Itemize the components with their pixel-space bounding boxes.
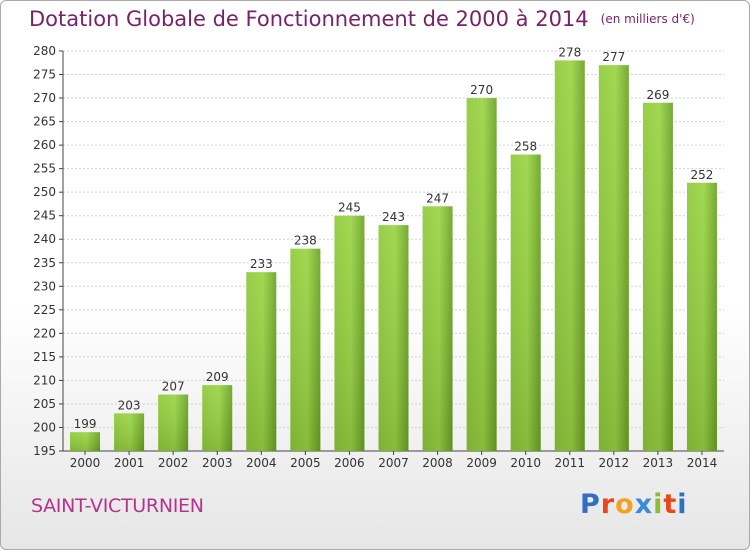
y-tick-label: 220 xyxy=(33,326,56,340)
x-tick-label-2004: 2004 xyxy=(246,456,277,470)
x-tick-label-2009: 2009 xyxy=(466,456,497,470)
y-tick-label: 275 xyxy=(33,68,56,82)
y-tick-label: 260 xyxy=(33,138,56,152)
x-tick-label-2008: 2008 xyxy=(422,456,453,470)
city-name: SAINT-VICTURNIEN xyxy=(31,495,204,517)
value-label-2008: 247 xyxy=(426,191,449,205)
y-tick-label: 265 xyxy=(33,115,56,129)
value-label-2014: 252 xyxy=(691,168,714,182)
logo-letter: r xyxy=(600,489,616,520)
logo-letter: x xyxy=(634,489,654,520)
x-tick-label-2011: 2011 xyxy=(554,456,585,470)
y-tick-label: 225 xyxy=(33,303,56,317)
value-labels: 199 203 207 209 233 238 245 243 247 270 258 278 277 2… xyxy=(74,45,714,431)
logo-letter: P xyxy=(580,489,601,520)
bar-shade-2000 xyxy=(70,432,101,451)
value-label-2003: 209 xyxy=(206,370,229,384)
y-tick-label: 245 xyxy=(33,209,56,223)
value-label-2006: 245 xyxy=(338,201,361,215)
value-label-2005: 238 xyxy=(294,234,317,248)
bar-shade-2012 xyxy=(598,65,629,451)
value-label-2001: 203 xyxy=(118,398,141,412)
y-tick-label: 250 xyxy=(33,185,56,199)
y-tick-label: 230 xyxy=(33,279,56,293)
x-tick-label-2014: 2014 xyxy=(687,456,718,470)
title-text: Dotation Globale de Fonctionnement de 20… xyxy=(29,7,589,31)
x-tick-label-2002: 2002 xyxy=(158,456,189,470)
y-tick-label: 200 xyxy=(33,420,56,434)
y-tick-label: 270 xyxy=(33,91,56,105)
bar-shade-2007 xyxy=(378,225,409,451)
y-tick-label: 210 xyxy=(33,373,56,387)
y-tick-label: 235 xyxy=(33,256,56,270)
x-tick-label-2001: 2001 xyxy=(114,456,145,470)
value-label-2012: 277 xyxy=(602,50,625,64)
x-tick-labels: 2000 2001 2002 2003 2004 2005 2006 2007 2008 2009… xyxy=(70,456,717,470)
y-tick-labels: 195 200 205 210 215 220 225 230 235 240 245 250 255 2… xyxy=(33,44,56,458)
bar-shade-2013 xyxy=(642,102,673,451)
proxiti-logo[interactable]: Proxiti xyxy=(580,489,688,520)
bar-shade-2001 xyxy=(114,413,145,451)
logo-letter: i xyxy=(677,489,688,520)
bar-shade-2003 xyxy=(202,385,233,451)
y-tick-label: 280 xyxy=(33,44,56,58)
x-tick-label-2012: 2012 xyxy=(599,456,630,470)
bar-shade-2011 xyxy=(554,60,585,451)
x-tick-label-2003: 2003 xyxy=(202,456,233,470)
y-tick-label: 215 xyxy=(33,350,56,364)
logo-letter: t xyxy=(663,489,678,520)
y-tick-label: 205 xyxy=(33,397,56,411)
x-tick-label-2005: 2005 xyxy=(290,456,321,470)
logo-letter: i xyxy=(653,489,664,520)
bar-shade-2010 xyxy=(510,154,541,451)
x-tick-label-2013: 2013 xyxy=(643,456,674,470)
value-label-2011: 278 xyxy=(558,45,581,59)
bar-shade-2009 xyxy=(466,98,497,451)
bars xyxy=(70,60,717,451)
x-tick-label-2007: 2007 xyxy=(378,456,409,470)
unit-note: (en milliers d'€) xyxy=(600,12,695,26)
bar-shade-2004 xyxy=(246,272,277,451)
x-tick-label-2010: 2010 xyxy=(510,456,541,470)
bar-shade-2006 xyxy=(334,215,365,451)
bar-shade-2014 xyxy=(686,182,717,451)
value-label-2010: 258 xyxy=(514,140,537,154)
value-label-2009: 270 xyxy=(470,83,493,97)
bar-shade-2005 xyxy=(290,248,321,451)
x-tick-label-2006: 2006 xyxy=(334,456,365,470)
value-label-2000: 199 xyxy=(74,417,97,431)
bar-shade-2008 xyxy=(422,206,453,451)
bar-shade-2002 xyxy=(158,394,189,451)
y-tick-label: 255 xyxy=(33,162,56,176)
value-label-2002: 207 xyxy=(162,380,185,394)
value-label-2007: 243 xyxy=(382,210,405,224)
chart-title: Dotation Globale de Fonctionnement de 20… xyxy=(29,7,695,31)
logo-letter: o xyxy=(615,489,635,520)
value-label-2013: 269 xyxy=(646,88,669,102)
y-tick-label: 195 xyxy=(33,444,56,458)
value-label-2004: 233 xyxy=(250,257,273,271)
x-tick-label-2000: 2000 xyxy=(70,456,101,470)
y-tick-label: 240 xyxy=(33,232,56,246)
